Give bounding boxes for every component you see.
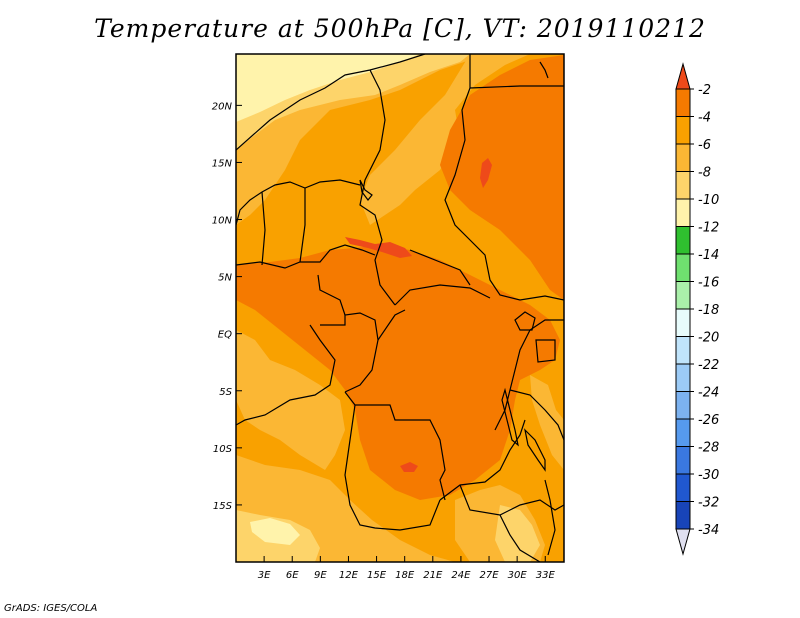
colorbar-swatch [675, 88, 691, 117]
colorbar-swatch [675, 446, 691, 475]
colorbar-bottom-arrow [675, 528, 691, 556]
lat-tick-label: 10S [213, 444, 233, 455]
lat-tick-label: 15N [212, 158, 233, 169]
colorbar-label: -2 [698, 83, 711, 98]
lat-tick-label: 10N [212, 216, 233, 227]
colorbar-swatch [675, 116, 691, 145]
colorbar-label: -28 [698, 441, 719, 456]
colorbar-label: -20 [698, 331, 719, 346]
map-title: Temperature at 500hPa [C], VT: 201911021… [94, 14, 706, 43]
colorbar-label: -8 [698, 166, 711, 181]
lon-tick-label: 12E [339, 570, 359, 581]
temperature-field [236, 54, 564, 562]
colorbar-swatch [675, 198, 691, 227]
grads-credit: GrADS: IGES/COLA [4, 603, 98, 614]
lon-tick-label: 30E [508, 570, 528, 581]
colorbar-swatch [675, 418, 691, 447]
colorbar-label: -4 [698, 111, 711, 126]
lat-tick-label: 15S [213, 501, 233, 512]
map-frame [235, 53, 565, 563]
colorbar-label: -10 [698, 193, 719, 208]
colorbar-label: -32 [698, 496, 719, 511]
colorbar-label: -24 [698, 386, 719, 401]
field-band-minus-4-central [236, 245, 560, 500]
field-band-minus-12-sw [250, 518, 300, 545]
colorbar-top-arrow [675, 62, 691, 90]
colorbar-swatch [675, 473, 691, 502]
colorbar-label: -30 [698, 468, 719, 483]
colorbar-label: -26 [698, 413, 719, 428]
lon-tick-label: 21E [423, 570, 443, 581]
colorbar-label: -18 [698, 303, 719, 318]
colorbar-swatch [675, 336, 691, 365]
lon-tick-label: 6E [286, 570, 299, 581]
colorbar-swatch [675, 501, 691, 530]
lon-tick-label: 27E [480, 570, 500, 581]
field-band-minus-8-east-coast [530, 375, 564, 470]
field-spot-minus-2-a [345, 237, 412, 258]
colorbar-label: -14 [698, 248, 719, 263]
field-band-minus-8-north-east [360, 54, 530, 225]
lat-tick-label: 5N [218, 273, 232, 284]
colorbar-label: -6 [698, 138, 711, 153]
lon-tick-label: 18E [395, 570, 415, 581]
lat-tick-label: EQ [218, 330, 232, 341]
colorbar-swatch [675, 171, 691, 200]
lon-tick-label: 9E [314, 570, 327, 581]
colorbar-swatch [675, 143, 691, 172]
field-spot-minus-2-c [400, 462, 418, 472]
field-spot-minus-2-b [480, 158, 492, 188]
colorbar-label: -12 [698, 221, 719, 236]
colorbar-label: -22 [698, 358, 719, 373]
colorbar-swatch [675, 281, 691, 310]
colorbar-swatch [675, 226, 691, 255]
lon-tick-label: 24E [451, 570, 471, 581]
axis-ticks: 3E 6E 9E 12E 15E 18E 21E 24E 27E 30E 33E 20N 15N 10N 5… [212, 101, 556, 581]
country-borders [236, 54, 564, 562]
colorbar-label: -16 [698, 276, 719, 291]
lat-tick-label: 5S [219, 387, 232, 398]
colorbar-swatch [675, 363, 691, 392]
colorbar-label: -34 [698, 523, 719, 538]
colorbar-swatch [675, 253, 691, 282]
lat-tick-label: 20N [212, 101, 233, 112]
lon-tick-label: 33E [536, 570, 556, 581]
lon-tick-label: 3E [258, 570, 271, 581]
colorbar-swatch [675, 308, 691, 337]
lon-tick-label: 15E [367, 570, 387, 581]
field-band-minus-12 [236, 54, 420, 122]
colorbar: -2 -4 -6 -8 -10 -12 -14 -16 -18 -20 -22 -24 -26 -28 -3… [675, 62, 719, 556]
colorbar-swatch [675, 391, 691, 420]
field-band-minus-10-se [495, 505, 540, 562]
field-band-minus-4-east [440, 55, 564, 300]
